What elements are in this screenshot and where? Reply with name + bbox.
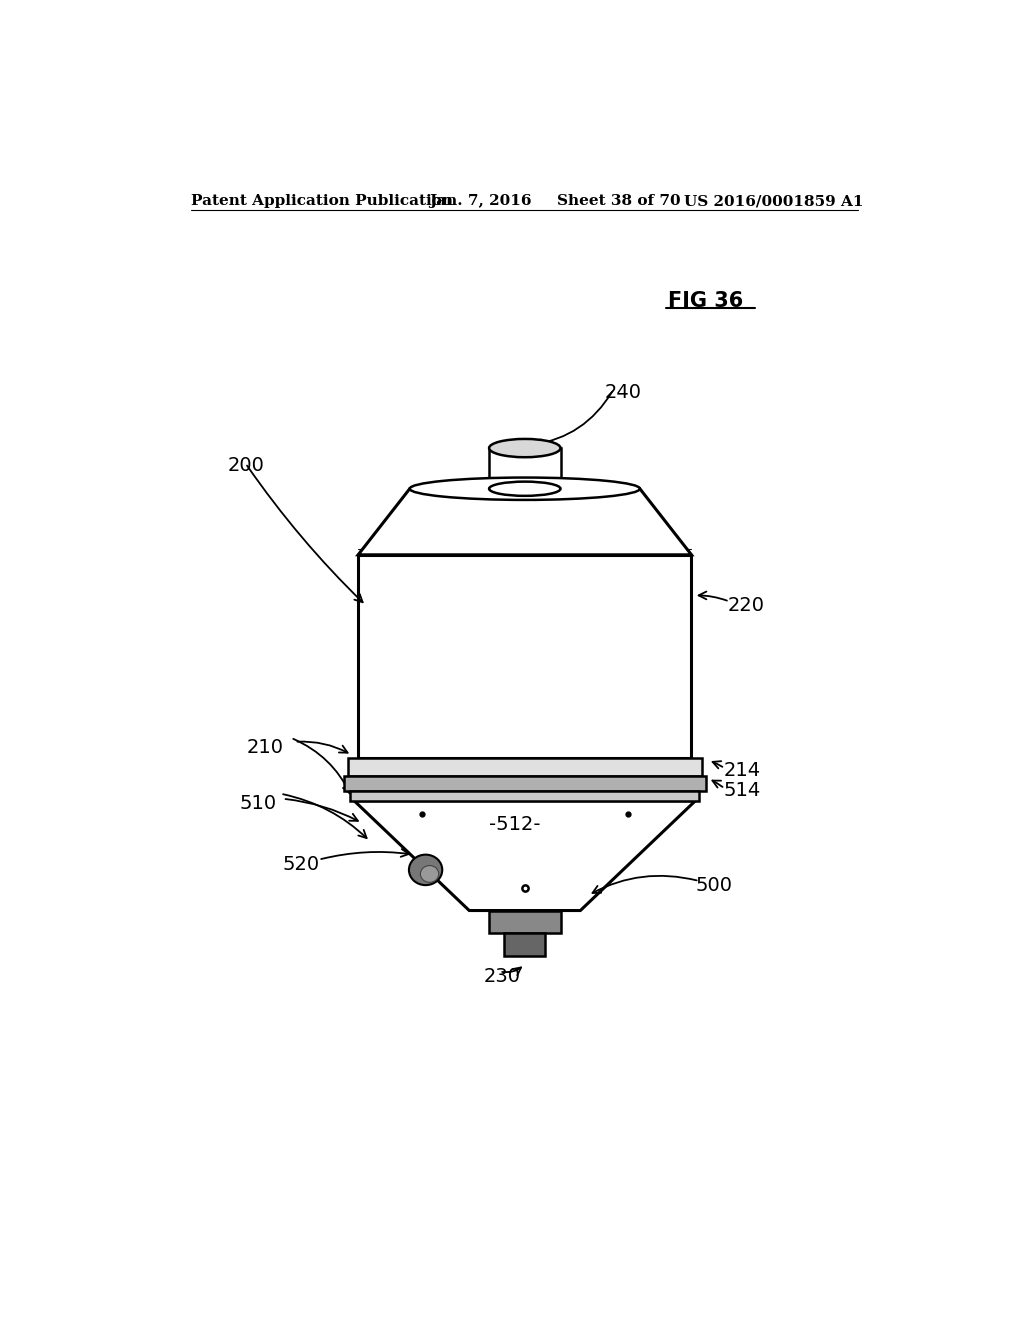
Ellipse shape xyxy=(421,866,438,882)
Text: 210: 210 xyxy=(247,738,284,758)
Text: Jan. 7, 2016: Jan. 7, 2016 xyxy=(430,194,532,209)
Text: 510: 510 xyxy=(240,795,276,813)
Polygon shape xyxy=(350,791,699,801)
Text: 214: 214 xyxy=(723,760,761,780)
Text: 240: 240 xyxy=(604,383,641,401)
Text: 200: 200 xyxy=(227,455,264,475)
Polygon shape xyxy=(348,758,701,776)
Polygon shape xyxy=(489,911,560,933)
Ellipse shape xyxy=(409,854,442,886)
Polygon shape xyxy=(344,776,706,791)
Text: Sheet 38 of 70: Sheet 38 of 70 xyxy=(557,194,680,209)
Ellipse shape xyxy=(410,478,640,500)
Text: 500: 500 xyxy=(695,875,732,895)
Polygon shape xyxy=(358,488,691,554)
Ellipse shape xyxy=(489,482,560,496)
Text: 514: 514 xyxy=(723,781,761,800)
Text: 230: 230 xyxy=(483,968,520,986)
Polygon shape xyxy=(489,447,560,488)
Polygon shape xyxy=(354,801,695,911)
Polygon shape xyxy=(358,554,691,758)
Text: 220: 220 xyxy=(727,597,764,615)
Text: Patent Application Publication: Patent Application Publication xyxy=(191,194,454,209)
Ellipse shape xyxy=(489,440,560,457)
Text: 520: 520 xyxy=(283,855,319,874)
Text: -512-: -512- xyxy=(489,814,541,834)
Text: FIG 36: FIG 36 xyxy=(668,290,742,310)
Polygon shape xyxy=(504,933,546,956)
Text: US 2016/0001859 A1: US 2016/0001859 A1 xyxy=(684,194,863,209)
